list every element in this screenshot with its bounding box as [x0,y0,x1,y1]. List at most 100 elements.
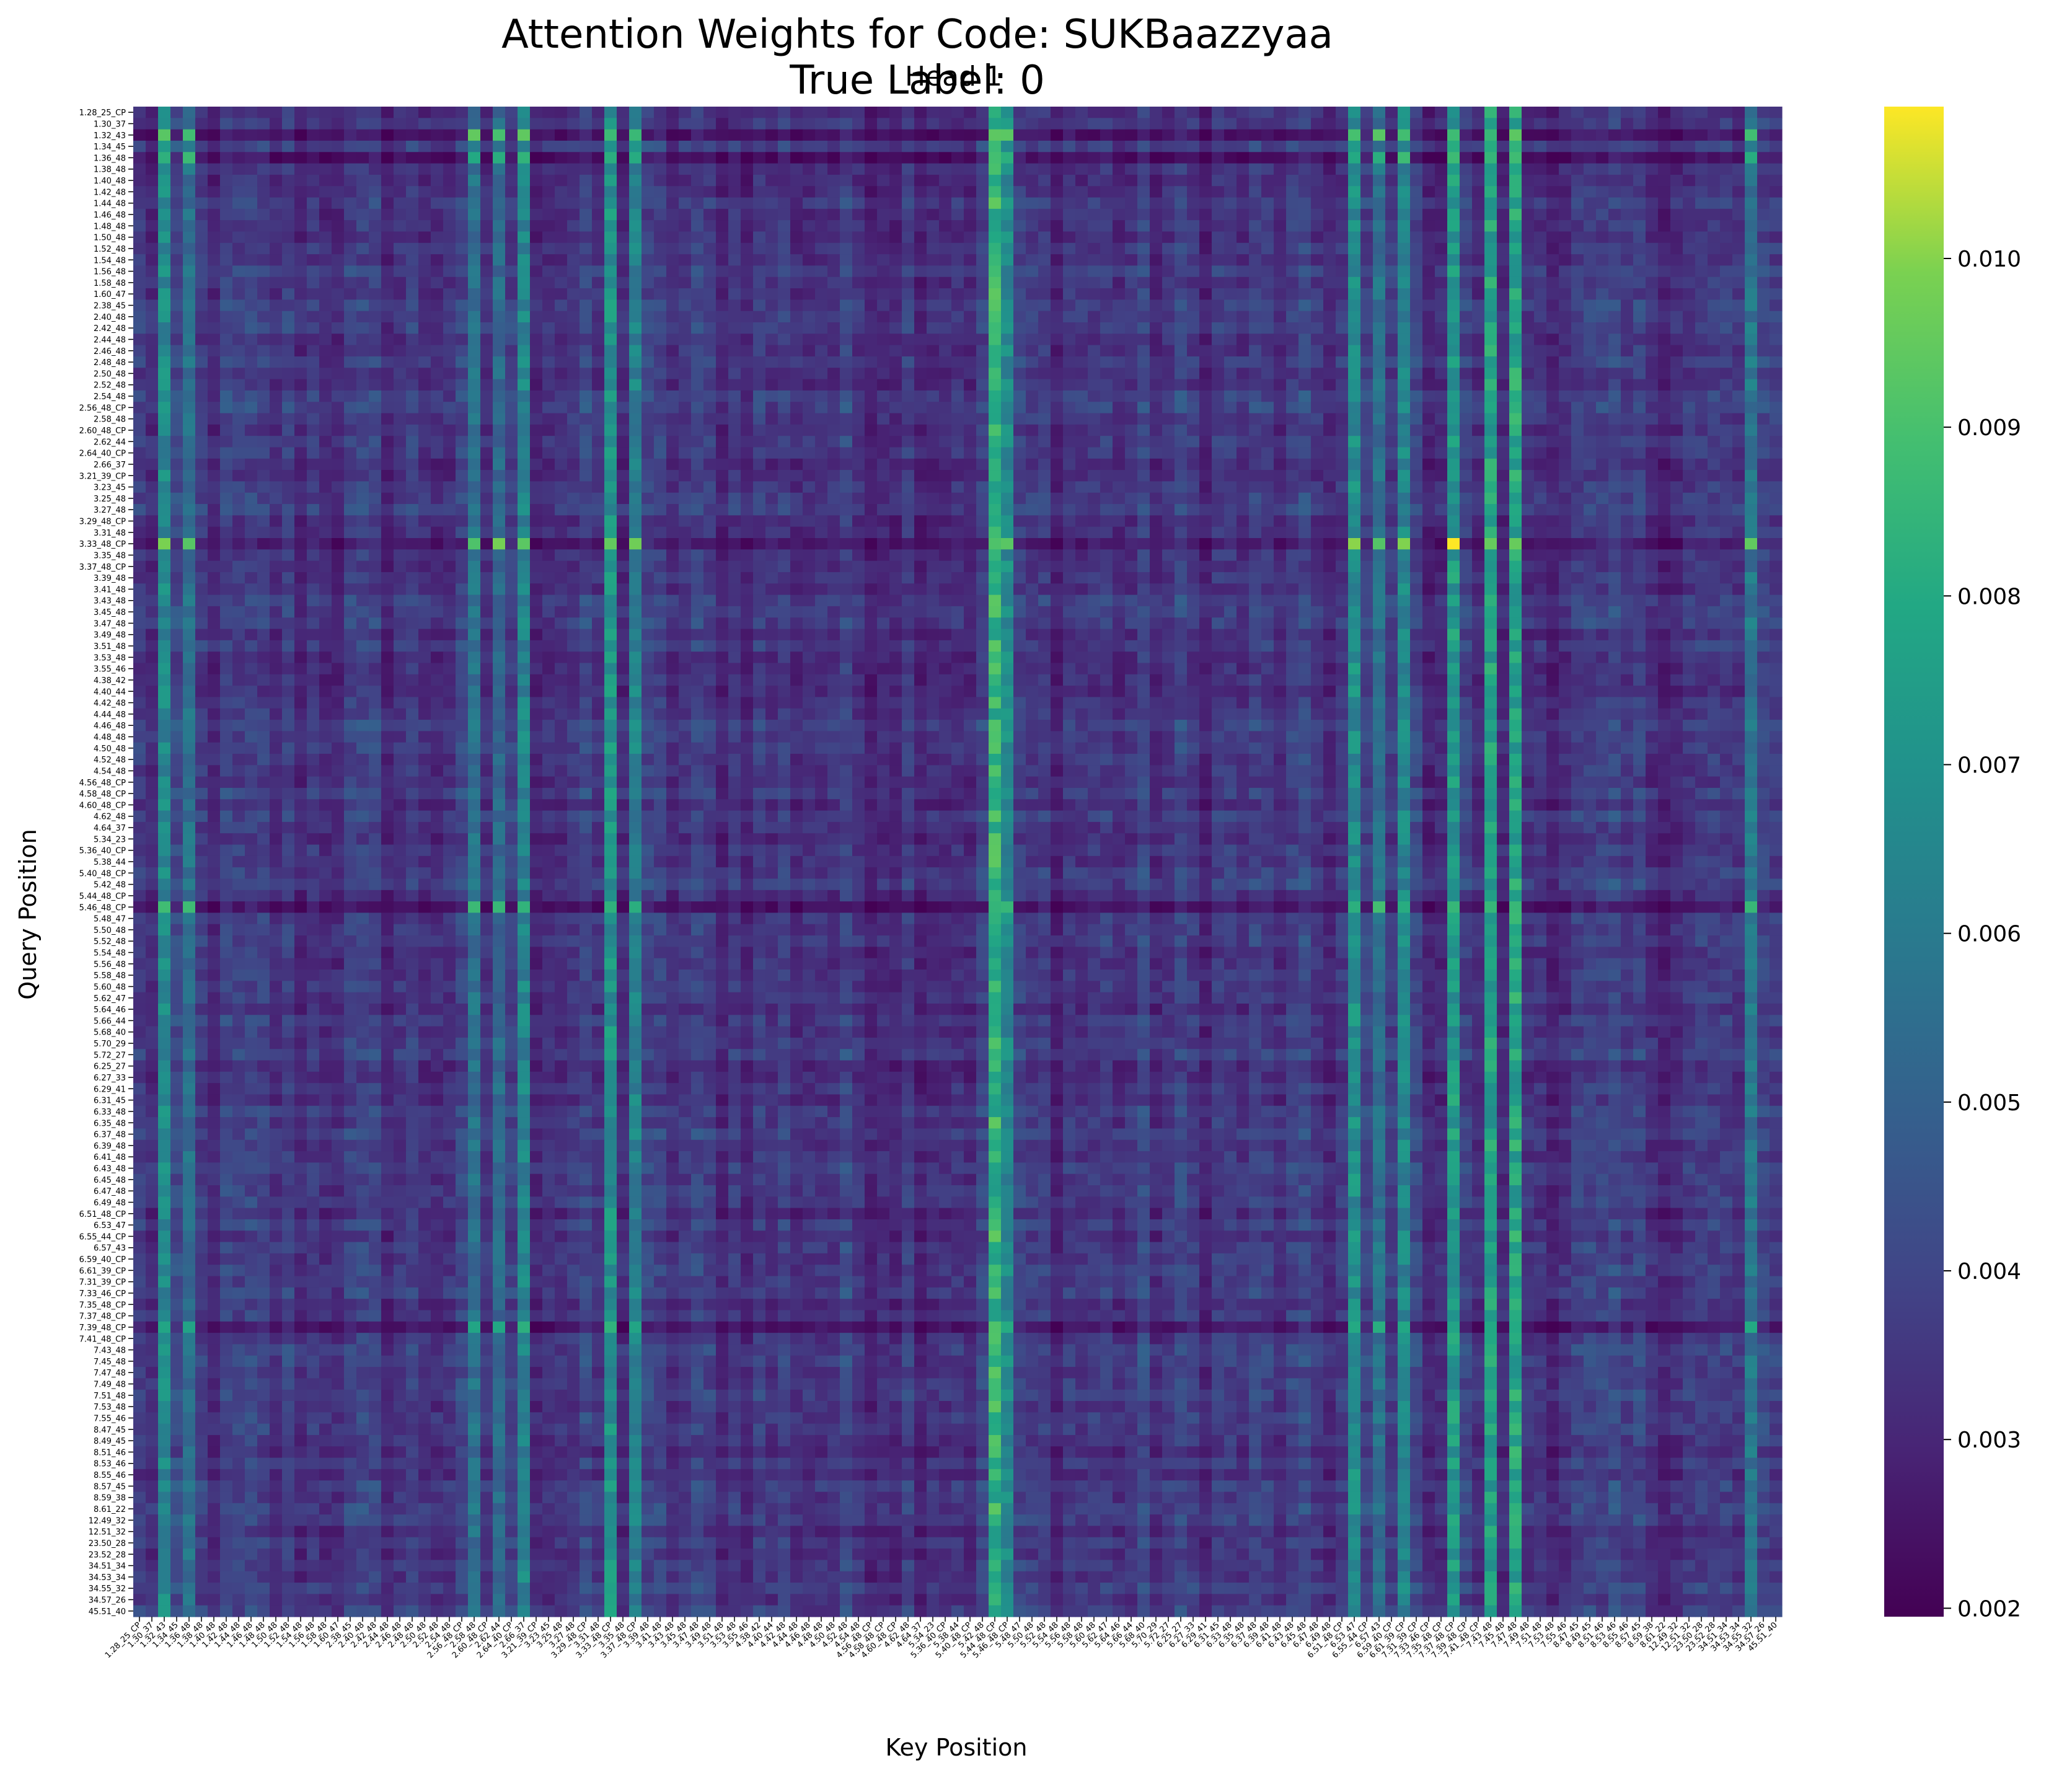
heatmap-cell [1298,140,1312,152]
heatmap-cell [592,140,605,152]
heatmap-cell [1075,107,1088,118]
heatmap-cell [877,288,890,300]
heatmap-cell [245,424,258,436]
heatmap-cell [1621,504,1634,516]
heatmap-cell [1063,413,1076,425]
heatmap-cell [1100,356,1113,368]
heatmap-cell [1670,481,1683,493]
heatmap-cell [332,492,345,505]
heatmap-cell [803,276,816,289]
heatmap-cell [282,345,295,357]
heatmap-cell [1385,515,1398,528]
heatmap-cell [1311,118,1324,130]
heatmap-cell [381,118,394,130]
heatmap-cell [158,242,171,255]
heatmap-cell [1584,515,1597,528]
heatmap-cell [1633,368,1646,380]
heatmap-cell [567,276,580,289]
heatmap-cell [542,197,555,210]
heatmap-cell [803,402,816,414]
heatmap-cell [1336,186,1349,198]
heatmap-cell [344,447,357,459]
heatmap-cell [1708,140,1721,152]
heatmap-cell [741,402,754,414]
heatmap-cell [1348,254,1361,267]
heatmap-cell [1237,265,1250,278]
heatmap-cell [1373,504,1386,516]
heatmap-cell [245,265,258,278]
heatmap-cell [741,322,754,334]
heatmap-cell [877,163,890,175]
heatmap-cell [257,197,270,210]
heatmap-cell [443,129,456,141]
heatmap-cell [542,379,555,391]
heatmap-cell [1237,288,1250,300]
heatmap-cell [1063,186,1076,198]
heatmap-cell [1422,186,1435,198]
heatmap-cell [1658,265,1671,278]
heatmap-cell [1584,254,1597,267]
heatmap-cell [1546,458,1559,471]
heatmap-cell [679,208,692,221]
heatmap-cell [195,436,208,448]
heatmap-cell [1422,311,1435,323]
heatmap-cell [1237,152,1250,164]
heatmap-cell [146,436,159,448]
heatmap-cell [716,334,729,346]
heatmap-cell [1757,424,1770,436]
heatmap-cell [1708,481,1721,493]
heatmap-cell [1670,322,1683,334]
heatmap-cell [790,447,803,459]
heatmap-cell [964,197,977,210]
heatmap-cell [716,470,729,482]
heatmap-cell [1063,220,1076,232]
heatmap-cell [580,129,593,141]
heatmap-cell [1013,265,1026,278]
heatmap-cell [257,470,270,482]
heatmap-cell [1175,276,1188,289]
heatmap-cell [1708,504,1721,516]
heatmap-cell [964,152,977,164]
heatmap-cell [1497,107,1510,118]
heatmap-cell [1646,129,1659,141]
heatmap-cell [629,515,642,528]
heatmap-cell [1695,129,1708,141]
heatmap-cell [840,470,853,482]
heatmap-cell [1187,152,1200,164]
heatmap-cell [307,368,320,380]
heatmap-cell [1584,368,1597,380]
heatmap-cell [1385,356,1398,368]
heatmap-cell [1360,288,1373,300]
heatmap-cell [1100,174,1113,187]
heatmap-cell [1212,424,1225,436]
heatmap-cell [1745,436,1758,448]
heatmap-cell [183,470,196,482]
heatmap-cell [691,140,704,152]
heatmap-cell [939,288,952,300]
heatmap-cell [1571,311,1584,323]
heatmap-cell [778,174,791,187]
heatmap-cell [592,242,605,255]
heatmap-cell [741,288,754,300]
heatmap-cell [580,163,593,175]
heatmap-cell [369,197,382,210]
heatmap-cell [803,197,816,210]
heatmap-cell [1038,276,1051,289]
heatmap-cell [1360,220,1373,232]
heatmap-cell [1484,345,1497,357]
heatmap-cell [195,379,208,391]
heatmap-cell [418,174,431,187]
heatmap-cell [319,481,332,493]
heatmap-cell [1472,231,1485,244]
heatmap-cell [282,163,295,175]
heatmap-cell [1472,254,1485,267]
heatmap-cell [369,345,382,357]
heatmap-cell [468,526,481,539]
heatmap-cell [1286,118,1299,130]
heatmap-cell [1224,504,1237,516]
heatmap-cell [480,265,493,278]
heatmap-cell [666,470,679,482]
heatmap-cell [989,481,1002,493]
heatmap-cell [617,436,630,448]
heatmap-cell [1422,174,1435,187]
